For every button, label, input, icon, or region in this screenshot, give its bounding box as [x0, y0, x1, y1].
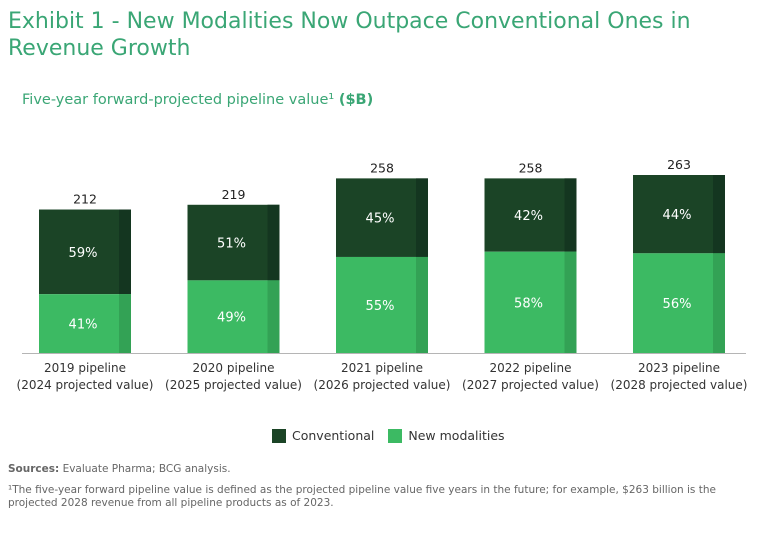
- bar-conventional-shade-1: [267, 204, 280, 281]
- label-total-2: 258: [370, 160, 394, 175]
- footnote: ¹The five-year forward pipeline value is…: [8, 484, 716, 509]
- bar-conventional-shade-4: [713, 175, 725, 254]
- label-conventional-pct-4: 44%: [663, 208, 692, 223]
- bar-new-modalities-shade-0: [119, 294, 131, 353]
- subtitle-unit: ($B): [338, 92, 374, 108]
- legend: Conventional New modalities: [272, 428, 519, 443]
- category-label-4: 2023 pipeline: [638, 361, 720, 375]
- label-conventional-pct-1: 51%: [217, 237, 246, 252]
- label-conventional-pct-2: 45%: [366, 212, 395, 227]
- bar-conventional-3: [484, 178, 577, 252]
- sources-text: Evaluate Pharma; BCG analysis.: [59, 463, 231, 475]
- label-new-modalities-pct-3: 58%: [514, 296, 543, 311]
- bar-new-modalities-3: [484, 251, 577, 353]
- stacked-bar-chart: 59% 41% 212 2019 pipeline (2024 projected va…: [17, 157, 748, 392]
- bar-new-modalities-1: [187, 280, 280, 353]
- category-sublabel-2: (2026 projected value): [314, 378, 451, 392]
- bar-conventional-shade-0: [119, 209, 131, 295]
- bar-conventional-shade-3: [564, 178, 577, 252]
- category-label-1: 2020 pipeline: [193, 361, 275, 375]
- bar-conventional-2: [336, 178, 428, 257]
- sources-note: Sources: Evaluate Pharma; BCG analysis.: [8, 463, 231, 475]
- chart-title: Exhibit 1 - New Modalities Now Outpace C…: [8, 9, 691, 61]
- bar-new-modalities-shade-4: [713, 253, 725, 353]
- chart-subtitle: Five-year forward-projected pipeline val…: [22, 92, 373, 108]
- bar-conventional-shade-2: [416, 178, 428, 257]
- category-sublabel-3: (2027 projected value): [462, 378, 599, 392]
- label-total-1: 219: [222, 187, 246, 202]
- legend-item-new-modalities: New modalities: [388, 428, 505, 443]
- legend-label-conventional: Conventional: [292, 428, 375, 443]
- bar-conventional-4: [633, 175, 725, 254]
- subtitle-text: Five-year forward-projected pipeline val…: [22, 92, 339, 108]
- sources-label: Sources:: [8, 463, 60, 475]
- category-label-2: 2021 pipeline: [341, 361, 423, 375]
- label-new-modalities-pct-4: 56%: [663, 297, 692, 312]
- legend-swatch-conventional: [272, 428, 286, 443]
- bar-conventional-1: [187, 204, 280, 281]
- bar-new-modalities-shade-1: [267, 280, 280, 353]
- bar-new-modalities-0: [39, 294, 131, 353]
- label-conventional-pct-0: 59%: [69, 246, 98, 261]
- category-label-0: 2019 pipeline: [44, 361, 126, 375]
- bar-conventional-0: [39, 209, 131, 295]
- label-conventional-pct-3: 42%: [514, 209, 543, 224]
- category-sublabel-4: (2028 projected value): [611, 378, 748, 392]
- category-sublabel-1: (2025 projected value): [165, 378, 302, 392]
- legend-item-conventional: Conventional: [272, 428, 374, 443]
- bar-new-modalities-2: [336, 256, 428, 353]
- label-new-modalities-pct-0: 41%: [69, 318, 98, 333]
- label-new-modalities-pct-2: 55%: [366, 299, 395, 314]
- legend-label-new-modalities: New modalities: [408, 428, 505, 443]
- bar-new-modalities-shade-3: [564, 251, 577, 353]
- category-label-3: 2022 pipeline: [490, 361, 572, 375]
- legend-swatch-new-modalities: [388, 428, 403, 443]
- label-new-modalities-pct-1: 49%: [217, 311, 246, 326]
- category-sublabel-0: (2024 projected value): [17, 378, 154, 392]
- bar-new-modalities-shade-2: [416, 256, 428, 353]
- bar-new-modalities-4: [633, 253, 725, 353]
- label-total-3: 258: [519, 160, 543, 175]
- label-total-4: 263: [667, 157, 691, 172]
- label-total-0: 212: [73, 192, 97, 207]
